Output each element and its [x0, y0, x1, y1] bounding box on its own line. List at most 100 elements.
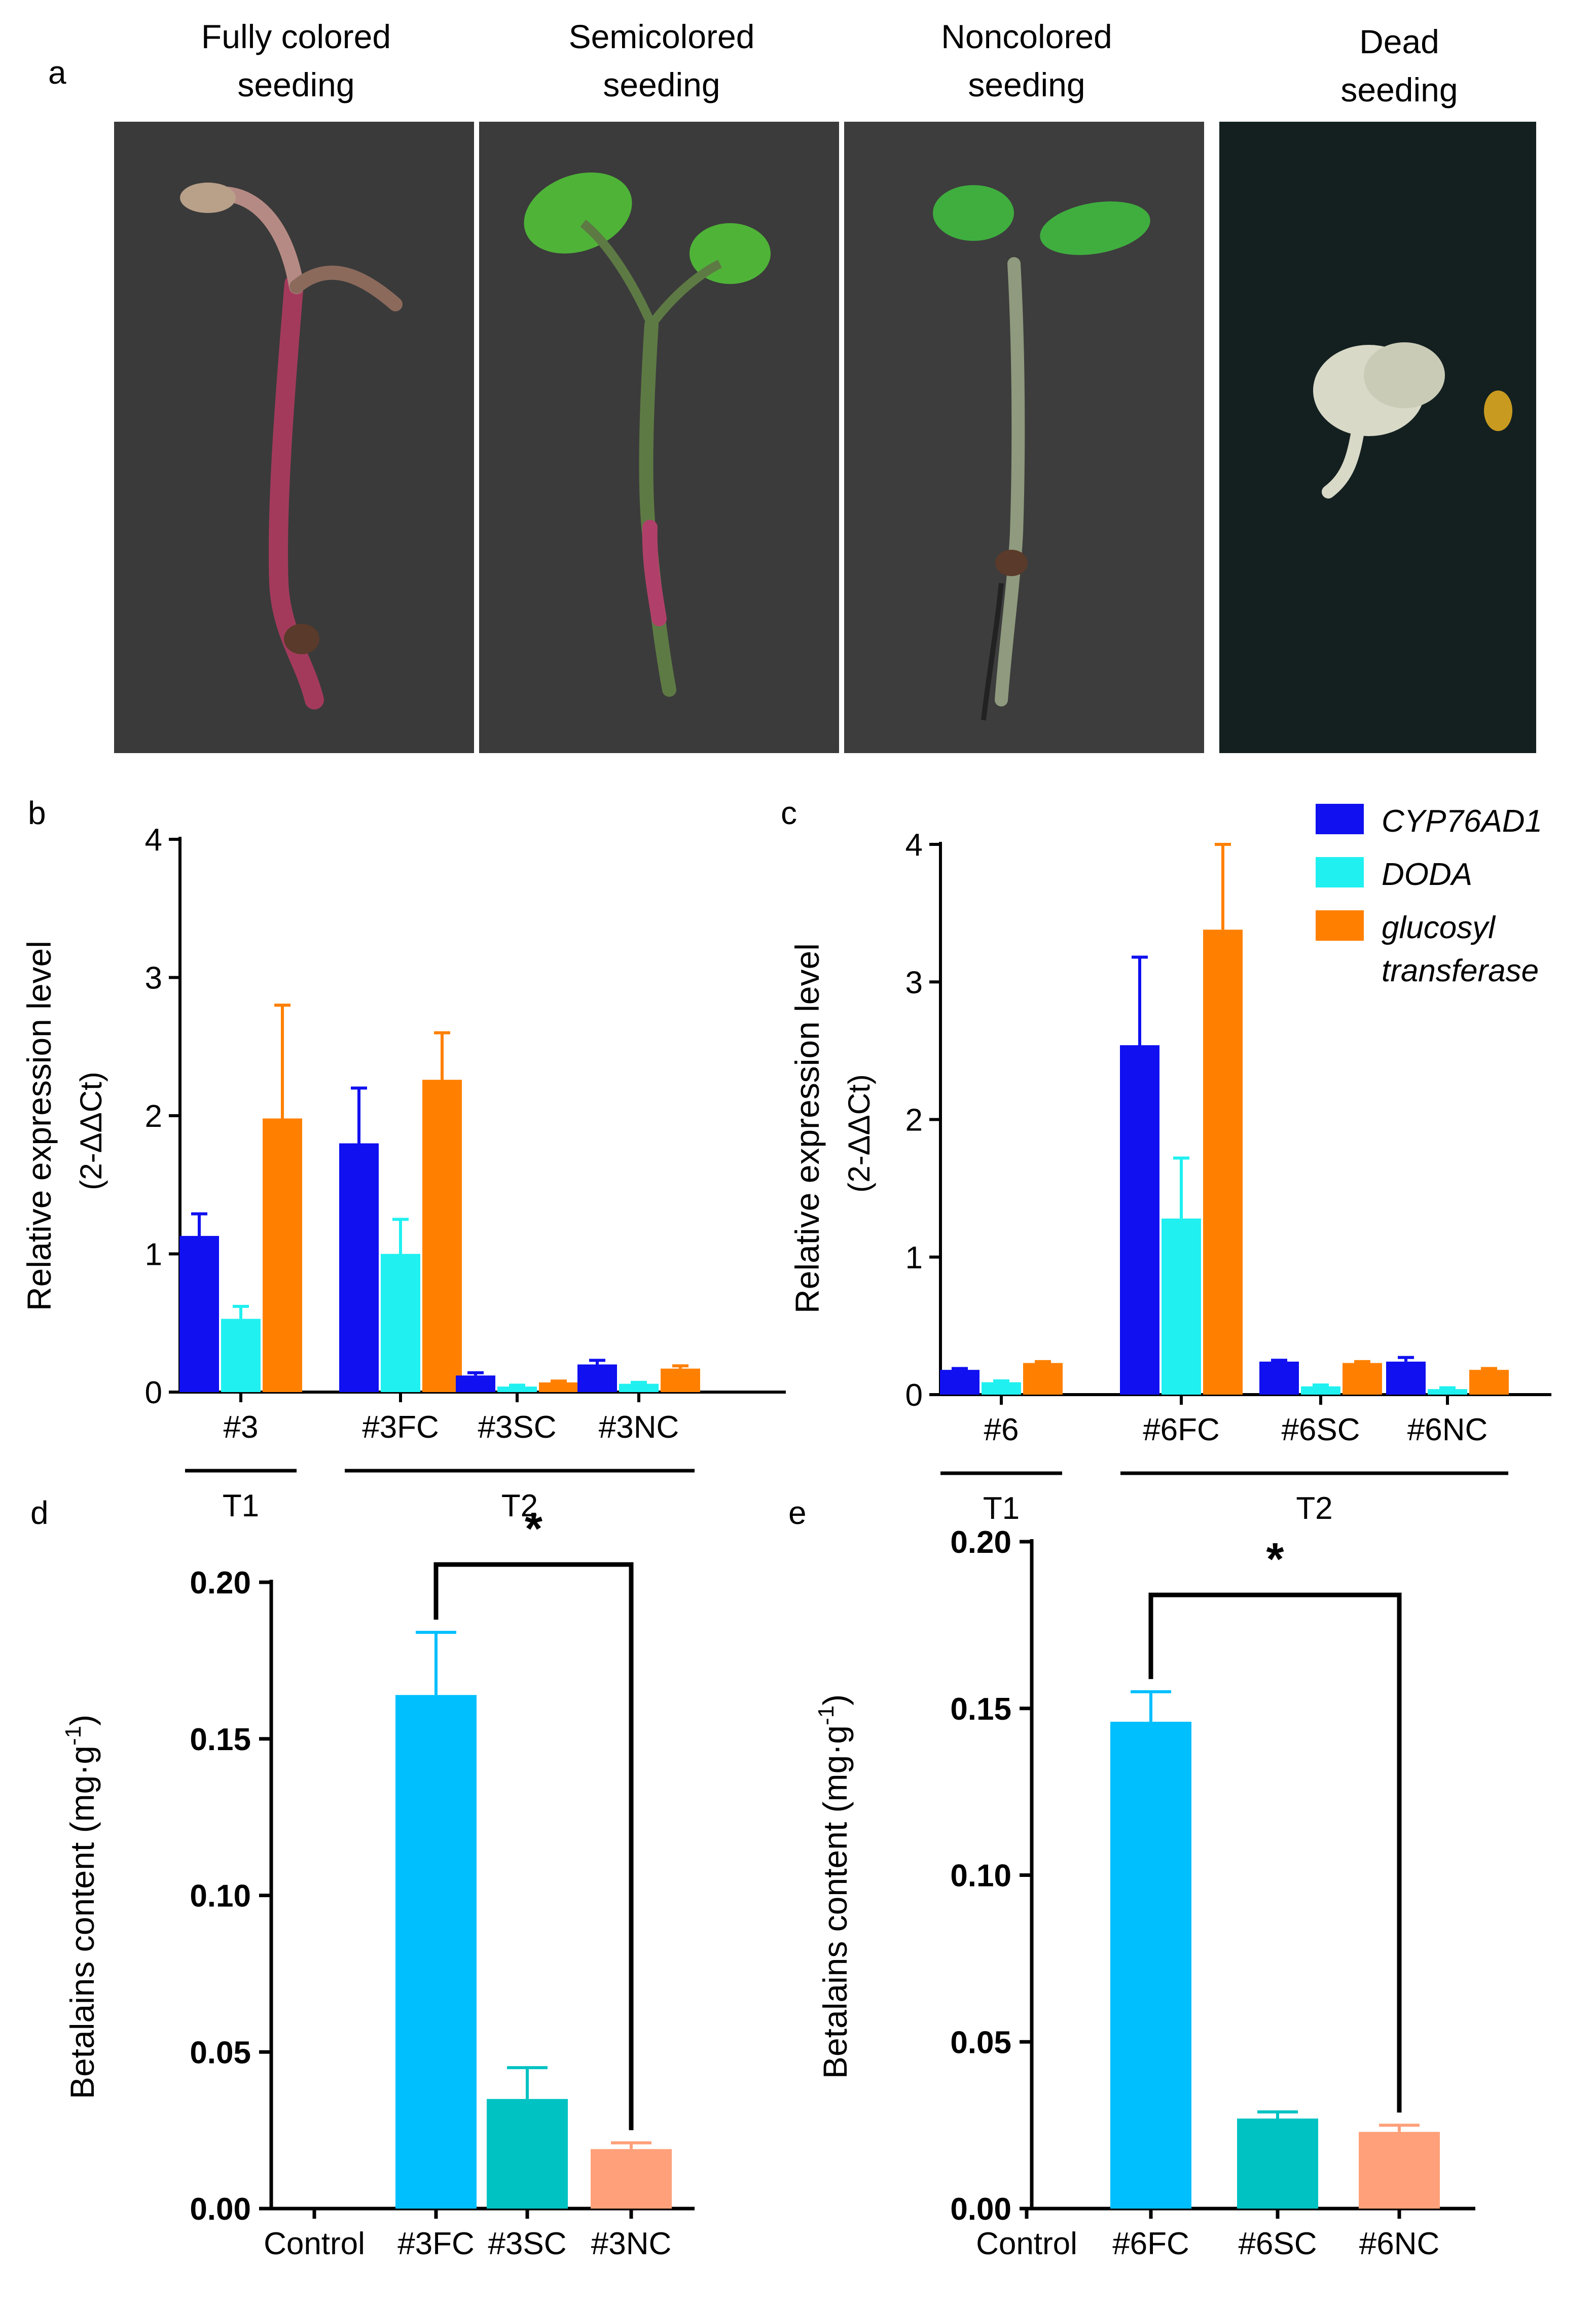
panel-b-ylabel-text: Relative expression level [20, 941, 58, 1311]
chart-panel-d: 0.00 0.05 0.10 0.15 0.20 Control #3FC #3SC #3NC * [190, 1504, 695, 2261]
panel-b-bar [497, 1387, 537, 1392]
panel-d-ytick-label: 0.05 [190, 2035, 251, 2070]
panel-b-group-label: T1 [223, 1488, 259, 1523]
panel-b-ytick-label: 2 [145, 1099, 162, 1134]
panel-c-xtick-label: #6NC [1407, 1412, 1488, 1447]
photo-3-title-line2: seeding [968, 66, 1085, 103]
panel-b-bar [422, 1080, 462, 1392]
photo-semicolored-seedling [479, 122, 839, 753]
panel-c-ytick-label: 2 [905, 1103, 923, 1138]
panel-d-ytick-label: 0.00 [190, 2192, 251, 2227]
chart-panel-e: 0.00 0.05 0.10 0.15 0.20 Control #6FC #6SC #6NC * [950, 1525, 1475, 2261]
panel-c-ylabel-unit: (2-ΔΔCt) [842, 1074, 876, 1192]
panel-b-ylabel: Relative expression level [20, 941, 58, 1311]
panel-b-bar [339, 1143, 379, 1392]
photo-2-title-line2: seeding [603, 66, 720, 103]
panel-b-ytick-label: 0 [145, 1375, 162, 1410]
panel-e-ylabel: Betalains content (mg·g-1) [814, 1694, 854, 2079]
panel-c-bar [1386, 1361, 1426, 1395]
panel-d-xtick-label: #3NC [591, 2226, 672, 2261]
panel-c-ytick-label: 1 [905, 1240, 923, 1275]
legend-label-glucosyl: glucosyl [1382, 910, 1496, 945]
panel-e-ytick-label: 0.00 [950, 2192, 1011, 2227]
photo-1-title-line1: Fully colored [201, 18, 391, 55]
photo-noncolored-seedling [844, 122, 1204, 753]
panel-c-xtick-label: #6 [984, 1412, 1019, 1447]
panel-d-ytick-label: 0.10 [190, 1879, 251, 1914]
panel-d-xtick-label: #3SC [488, 2226, 566, 2261]
panel-e-bar [1110, 1722, 1191, 2209]
photo-2-title-line1: Semicolored [569, 18, 755, 55]
panel-c-letter: c [781, 795, 797, 831]
panel-b-bar [179, 1236, 219, 1392]
photo-fully-colored-seedling [114, 122, 474, 753]
panel-d-xtick-label: #3FC [397, 2226, 475, 2261]
panel-c-bar [1259, 1361, 1299, 1395]
photo-dead-seedling [1219, 122, 1536, 753]
panel-c-ylabel-unit-text: (2-ΔΔCt) [842, 1074, 876, 1192]
panel-e-bar [1359, 2131, 1440, 2209]
panel-c-ytick-label: 3 [905, 965, 923, 1000]
panel-d-ytick-label: 0.15 [190, 1722, 251, 1757]
panel-b-bar [619, 1383, 659, 1392]
panel-a-letter: a [48, 54, 66, 91]
photo-1-title-line2: seeding [237, 66, 354, 103]
legend-label-cyp76ad1: CYP76AD1 [1382, 804, 1542, 839]
panel-e-ytick-label: 0.15 [950, 1692, 1011, 1727]
panel-e-significance-label: * [1266, 1534, 1284, 1585]
panel-b-bar [539, 1382, 578, 1392]
panel-c-bar [1162, 1218, 1201, 1395]
panel-d-bar [591, 2149, 672, 2209]
panel-b-ytick-label: 4 [145, 823, 162, 858]
panel-b-letter: b [28, 795, 46, 831]
panel-e-bar [1237, 2118, 1318, 2209]
panel-c-bar [1428, 1389, 1467, 1395]
panel-d-bar [395, 1695, 477, 2209]
panel-b-xtick-label: #3NC [599, 1410, 679, 1445]
panel-d-ylabel-text: Betalains content (mg·g-1) [61, 1715, 101, 2099]
panel-b-bar [381, 1254, 420, 1392]
panel-c-bar [940, 1370, 980, 1395]
panel-c-bar [1469, 1370, 1509, 1395]
panel-c-bar [1301, 1386, 1340, 1395]
panel-e-ytick-label: 0.05 [950, 2025, 1011, 2060]
chart-panel-b: 0 1 2 3 4 #3 #3FC #3SC #3NC T1 T2 [145, 823, 786, 1523]
panel-b-group-label: T2 [501, 1488, 538, 1523]
panel-c-xtick-label: #6FC [1143, 1412, 1220, 1447]
photo-4-title-line1: Dead [1359, 23, 1439, 60]
panel-e-ytick-label: 0.10 [950, 1859, 1011, 1894]
panel-c-bar [982, 1382, 1021, 1395]
panel-c-group-label: T2 [1296, 1491, 1332, 1526]
panel-c-group-label: T1 [983, 1491, 1020, 1526]
panel-d-ytick-label: 0.20 [190, 1566, 251, 1601]
panel-c-bar [1203, 930, 1243, 1395]
panel-b-bar [221, 1319, 261, 1392]
panel-e-xtick-label: #6SC [1238, 2226, 1317, 2261]
panel-e-ytick-label: 0.20 [950, 1525, 1011, 1560]
legend-swatch-doda [1316, 857, 1364, 887]
panel-d-significance-bracket [433, 1562, 634, 2130]
panel-d-significance-label: * [525, 1504, 542, 1554]
panel-e-xtick-label: #6FC [1112, 2226, 1189, 2261]
panel-e-ylabel-text: Betalains content (mg·g-1) [814, 1694, 854, 2079]
legend-swatch-cyp76ad1 [1316, 804, 1364, 834]
panel-d-bar [487, 2099, 568, 2209]
panel-b-xtick-label: #3FC [362, 1410, 439, 1445]
legend-swatch-glucosyl-transferase [1316, 910, 1364, 941]
panel-c-ytick-label: 4 [905, 828, 923, 863]
photo-4-title-line2: seeding [1340, 71, 1458, 109]
panel-b-ytick-label: 1 [145, 1237, 162, 1272]
panel-b-bar [263, 1118, 302, 1392]
panel-c-ytick-label: 0 [905, 1378, 923, 1413]
panel-b-bar [577, 1364, 617, 1392]
panel-d-xtick-label: Control [264, 2226, 365, 2261]
panel-b-xtick-label: #3 [224, 1410, 259, 1445]
panel-e-xtick-label: #6NC [1359, 2226, 1440, 2261]
chart-panel-c: 0 1 2 3 4 #6 #6FC #6SC #6NC T1 T2 [905, 828, 1551, 1526]
panel-c-ylabel-text: Relative expression level [788, 943, 826, 1313]
panel-d-letter: d [30, 1495, 49, 1531]
panel-b-xtick-label: #3SC [478, 1410, 556, 1445]
panel-d-ylabel: Betalains content (mg·g-1) [61, 1715, 101, 2099]
legend: CYP76AD1 DODA glucosyl transferase [1316, 804, 1542, 988]
